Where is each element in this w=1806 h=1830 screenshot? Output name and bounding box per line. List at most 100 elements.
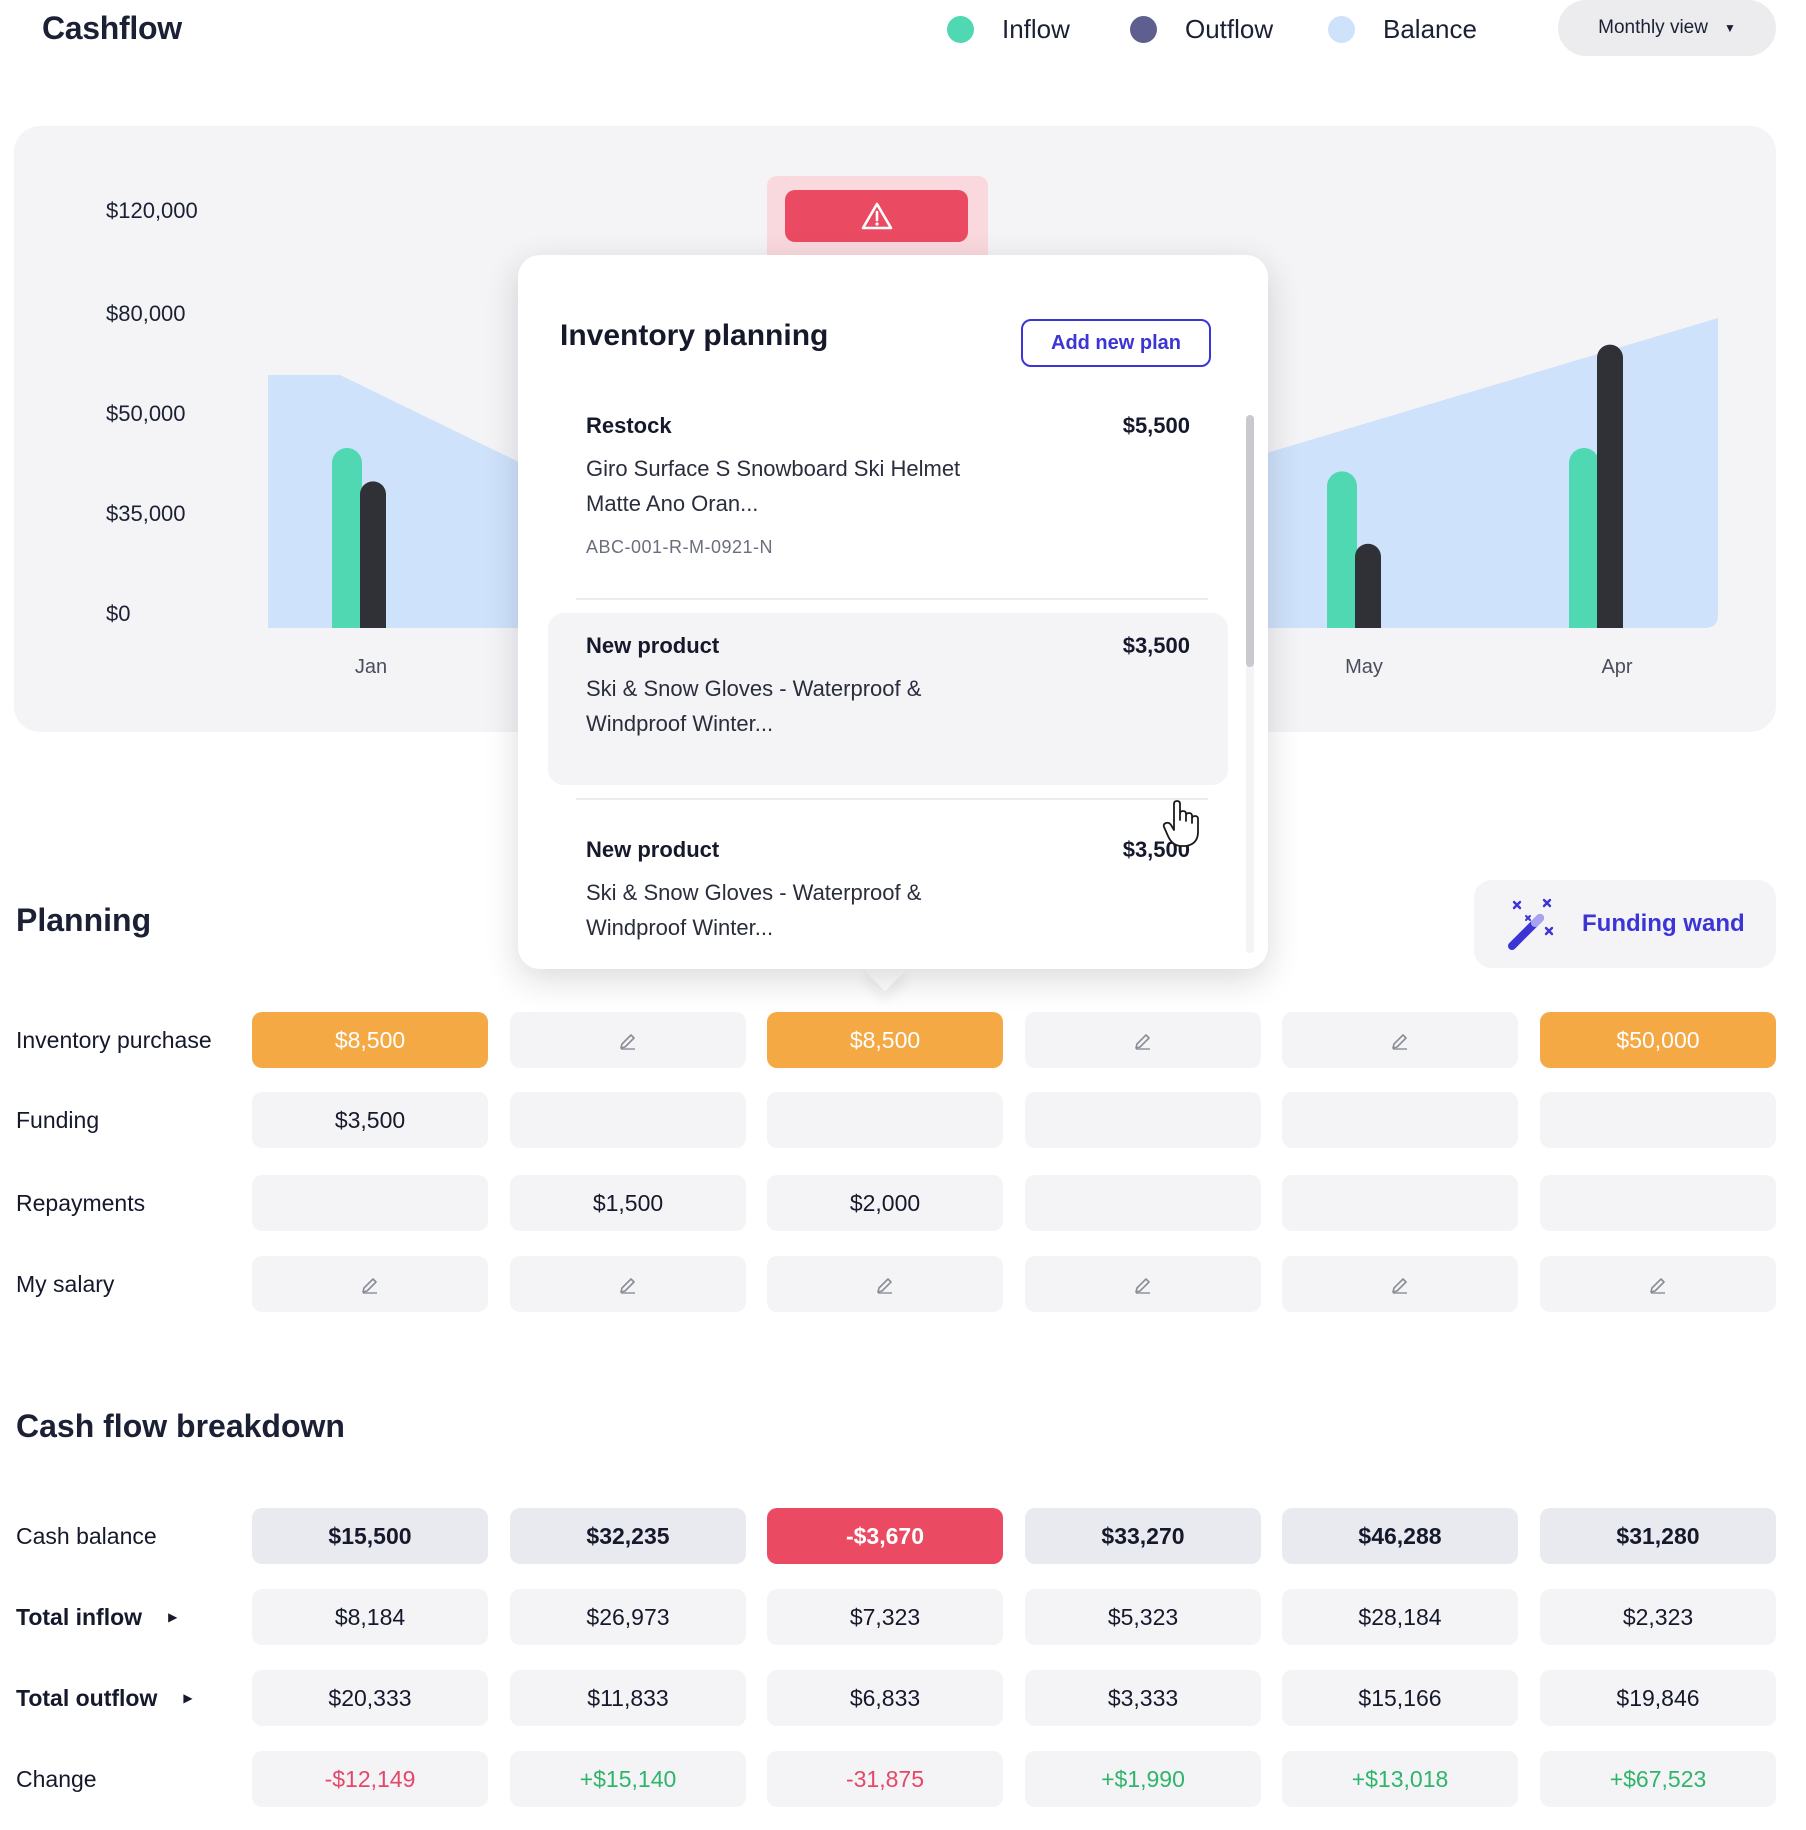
repayments-cell (252, 1175, 488, 1231)
plan-item[interactable]: New product $3,500 Ski & Snow Gloves - W… (548, 613, 1228, 785)
pencil-icon (620, 1278, 635, 1294)
inventory-purchase-cell[interactable] (1282, 1012, 1518, 1068)
balance-area (268, 375, 560, 628)
plan-item[interactable]: Restock $5,500 Giro Surface S Snowboard … (548, 393, 1228, 583)
total-inflow-cell: $7,323 (767, 1589, 1003, 1645)
row-label-text: Total outflow (16, 1684, 158, 1711)
pencil-icon (877, 1278, 892, 1294)
funding-wand-label: Funding wand (1582, 910, 1745, 937)
plan-description: Ski & Snow Gloves - Waterproof & Windpro… (586, 676, 922, 736)
inventory-purchase-cell[interactable] (510, 1012, 746, 1068)
inventory-purchase-cell[interactable]: $50,000 (1540, 1012, 1776, 1068)
repayments-cell (1025, 1175, 1261, 1231)
total-inflow-cell: $28,184 (1282, 1589, 1518, 1645)
divider (576, 598, 1208, 600)
total-inflow-cell: $5,323 (1025, 1589, 1261, 1645)
repayments-cell: $2,000 (767, 1175, 1003, 1231)
hand-cursor-icon (1162, 800, 1199, 847)
total-inflow-cell: $2,323 (1540, 1589, 1776, 1645)
plan-type: New product (586, 633, 720, 658)
row-label-repayments: Repayments (16, 1189, 146, 1216)
funding-cell (1282, 1092, 1518, 1148)
total-outflow-cell: $3,333 (1025, 1670, 1261, 1726)
y-tick-label: $120,000 (106, 198, 198, 223)
y-tick-label: $0 (106, 601, 131, 626)
change-cell: +$15,140 (510, 1751, 746, 1807)
legend-item-inflow: Inflow (947, 12, 1070, 46)
legend-item-outflow: Outflow (1130, 12, 1273, 46)
pencil-icon (362, 1278, 377, 1294)
change-cell: -$12,149 (252, 1751, 488, 1807)
total-outflow-cell: $11,833 (510, 1670, 746, 1726)
divider (576, 798, 1208, 800)
y-tick-label: $35,000 (106, 501, 186, 526)
scrollbar-track[interactable] (1246, 415, 1254, 953)
plan-type: New product (586, 837, 720, 862)
row-label-inventory-purchase: Inventory purchase (16, 1026, 212, 1053)
my-salary-cell[interactable] (1540, 1256, 1776, 1312)
funding-cell (767, 1092, 1003, 1148)
view-select[interactable]: Monthly view ▼ (1558, 0, 1776, 56)
cash-balance-cell: $46,288 (1282, 1508, 1518, 1564)
expand-arrow-icon[interactable]: ▶ (183, 1691, 193, 1705)
popover-title: Inventory planning (560, 319, 829, 352)
my-salary-cell[interactable] (510, 1256, 746, 1312)
scrollbar-thumb[interactable] (1246, 415, 1254, 667)
y-tick-label: $80,000 (106, 301, 186, 326)
legend-label: Inflow (1002, 13, 1070, 44)
inventory-purchase-cell[interactable]: $8,500 (252, 1012, 488, 1068)
outflow-bar-jan (360, 481, 386, 628)
plan-sku: ABC-001-R-M-0921-N (586, 537, 774, 557)
row-label-total-outflow[interactable]: Total outflow ▶ (16, 1670, 193, 1726)
inventory-purchase-cell[interactable] (1025, 1012, 1261, 1068)
row-label-text: Change (16, 1765, 97, 1792)
planning-title: Planning (16, 902, 152, 938)
plan-description: Ski & Snow Gloves - Waterproof & Windpro… (586, 880, 922, 940)
cash-flow-breakdown-title: Cash flow breakdown (16, 1408, 345, 1444)
row-label-my-salary: My salary (16, 1270, 115, 1297)
legend-item-balance: Balance (1328, 12, 1477, 46)
expand-arrow-icon[interactable]: ▶ (168, 1610, 178, 1624)
y-tick-label: $50,000 (106, 401, 186, 426)
row-label-change: Change (16, 1751, 97, 1807)
balance-dot-icon (1328, 15, 1355, 43)
row-label-text: Total inflow (16, 1603, 143, 1630)
row-label-total-inflow[interactable]: Total inflow ▶ (16, 1589, 177, 1645)
my-salary-cell[interactable] (1282, 1256, 1518, 1312)
warning-icon (861, 202, 892, 230)
change-cell: -31,875 (767, 1751, 1003, 1807)
funding-cell (1540, 1092, 1776, 1148)
pencil-icon (1650, 1278, 1665, 1294)
repayments-cell: $1,500 (510, 1175, 746, 1231)
funding-wand-button[interactable]: Funding wand (1474, 880, 1776, 968)
inventory-planning-popover: Inventory planning Add new plan Restock … (518, 255, 1268, 969)
pencil-icon (1135, 1278, 1150, 1294)
outflow-dot-icon (1130, 15, 1157, 43)
total-outflow-cell: $6,833 (767, 1670, 1003, 1726)
change-cell: +$13,018 (1282, 1751, 1518, 1807)
inflow-bar-jan (332, 448, 362, 628)
add-new-plan-button[interactable]: Add new plan (1021, 319, 1211, 367)
repayments-cell (1282, 1175, 1518, 1231)
pencil-icon (1392, 1278, 1407, 1294)
alert-button[interactable] (785, 190, 968, 242)
row-label-text: Cash balance (16, 1522, 157, 1549)
funding-cell: $3,500 (252, 1092, 488, 1148)
plan-description: Giro Surface S Snowboard Ski Helmet Matt… (586, 456, 961, 516)
my-salary-cell[interactable] (252, 1256, 488, 1312)
plan-amount: $5,500 (1122, 413, 1190, 438)
caret-down-icon: ▼ (1723, 21, 1736, 35)
my-salary-cell[interactable] (767, 1256, 1003, 1312)
x-tick-label: May (1345, 656, 1383, 678)
row-label-cash-balance: Cash balance (16, 1508, 157, 1564)
inflow-bar-may (1327, 471, 1357, 628)
total-inflow-cell: $26,973 (510, 1589, 746, 1645)
plan-item[interactable]: New product $3,500 Ski & Snow Gloves - W… (548, 817, 1228, 957)
funding-cell (1025, 1092, 1261, 1148)
my-salary-cell[interactable] (1025, 1256, 1261, 1312)
inventory-purchase-cell[interactable]: $8,500 (767, 1012, 1003, 1068)
cash-balance-cell: $32,235 (510, 1508, 746, 1564)
x-tick-label: Apr (1601, 656, 1633, 678)
inflow-bar-apr (1569, 448, 1599, 628)
view-select-label: Monthly view (1598, 17, 1708, 38)
